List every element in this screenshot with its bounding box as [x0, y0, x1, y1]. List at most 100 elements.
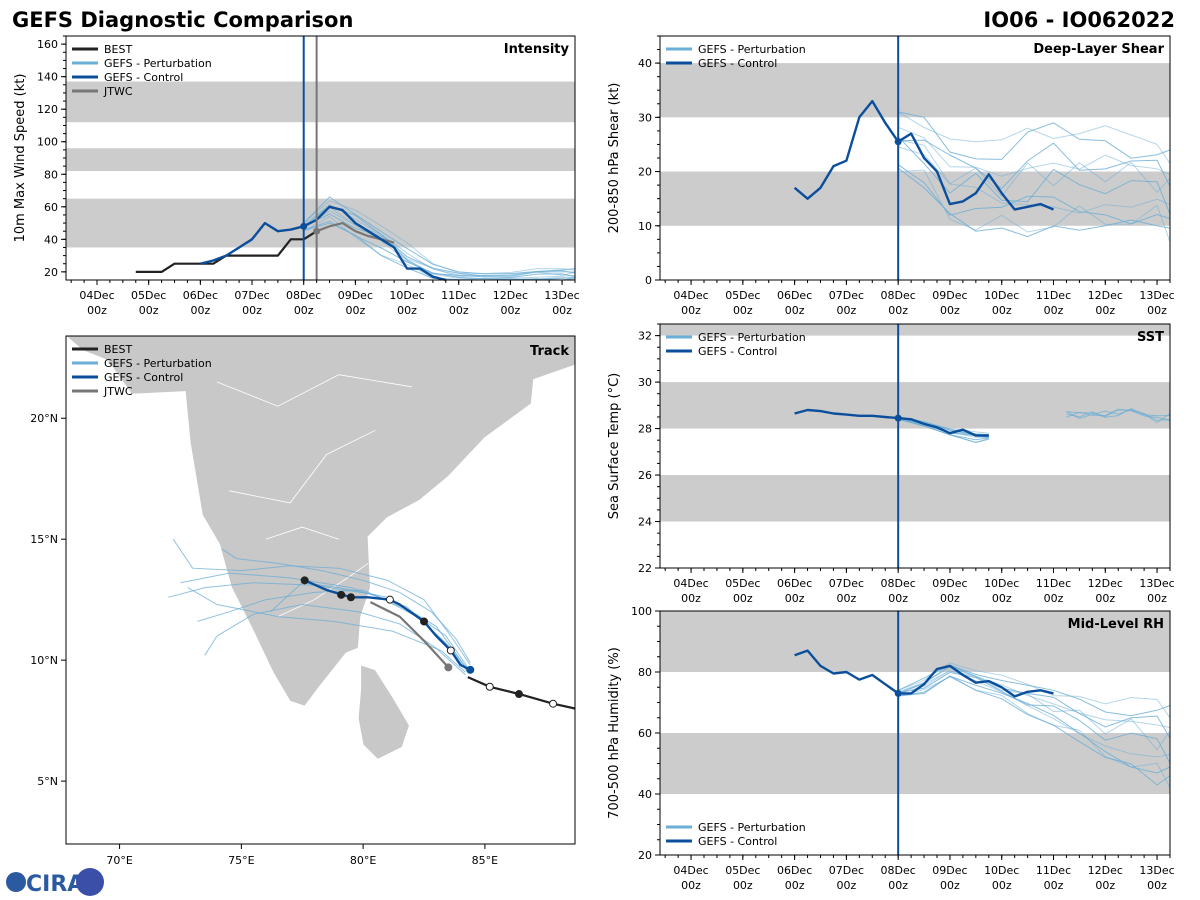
y-axis-label: 700-500 hPa Humidity (%): [607, 647, 622, 819]
perturbation-member-line: [898, 667, 1171, 729]
y-axis-label: 10m Max Wind Speed (kt): [13, 74, 28, 243]
x-tick-sublabel: 00z: [733, 304, 753, 317]
x-tick-sublabel: 00z: [837, 592, 857, 605]
panel-title: Track: [530, 344, 569, 359]
x-tick-sublabel: 00z: [681, 304, 701, 317]
legend-label: BEST: [104, 43, 132, 56]
perturbation-member-line: [898, 665, 1171, 739]
x-tick-sublabel: 00z: [1147, 592, 1167, 605]
legend-label: GEFS - Control: [104, 371, 183, 384]
perturbation-member-line: [897, 111, 1171, 164]
lon-tick-label: 75°E: [228, 854, 254, 867]
track-position-marker: [514, 690, 523, 699]
shaded-band: [660, 63, 1170, 118]
y-tick-label: 0: [645, 274, 652, 287]
x-tick-label: 11Dec: [441, 289, 476, 302]
x-tick-label: 06Dec: [777, 864, 812, 877]
plot-frame: [659, 323, 1171, 569]
perturbation-member-line: [1066, 408, 1171, 418]
x-tick-sublabel: 00z: [681, 592, 701, 605]
x-tick-label: 05Dec: [131, 289, 166, 302]
x-tick-label: 04Dec: [79, 289, 114, 302]
x-tick-label: 08Dec: [881, 577, 916, 590]
state-border: [229, 429, 376, 504]
track-panel: 70°E 75°E 80°E 85°E 5°N 10°N 15°N 20°N Track BEST…: [30, 335, 576, 867]
y-tick-label: 160: [37, 38, 58, 51]
y-tick-label: 40: [638, 788, 652, 801]
y-tick-label: 28: [638, 423, 652, 436]
control-line: [794, 649, 1054, 698]
x-tick-label: 10Dec: [389, 289, 424, 302]
perturbation-member-line: [303, 200, 576, 275]
x-tick-sublabel: 00z: [1095, 304, 1115, 317]
x-tick-sublabel: 00z: [940, 592, 960, 605]
shaded-band: [660, 475, 1170, 522]
x-tick-label: 09Dec: [932, 289, 967, 302]
x-tick-label: 04Dec: [673, 864, 708, 877]
x-tick-sublabel: 00z: [87, 304, 107, 317]
cira-logo-text: CIRA: [26, 872, 84, 897]
x-tick-sublabel: 00z: [345, 304, 365, 317]
x-tick-sublabel: 00z: [940, 304, 960, 317]
x-tick-label: 05Dec: [725, 577, 760, 590]
perturbation-track-line: [270, 582, 469, 671]
x-tick-label: 10Dec: [984, 864, 1019, 877]
init-marker: [313, 227, 321, 235]
x-tick-sublabel: 00z: [449, 304, 469, 317]
lon-tick-label: 85°E: [472, 854, 498, 867]
panel-title: SST: [1137, 330, 1164, 345]
x-tick-sublabel: 00z: [681, 879, 701, 892]
y-tick-label: 60: [638, 727, 652, 740]
y-tick-label: 24: [638, 516, 652, 529]
x-tick-sublabel: 00z: [397, 304, 417, 317]
legend-label: BEST: [104, 343, 132, 356]
perturbation-member-line: [898, 139, 1171, 190]
track-position-marker: [549, 699, 558, 708]
x-tick-label: 12Dec: [1088, 289, 1123, 302]
y-tick-label: 30: [638, 111, 652, 124]
perturbation-member-line: [898, 670, 1171, 751]
sst-panel: 22 24 26 28 30 32 04Dec 00z 05Dec 00z 06Dec 00z 07De…: [607, 323, 1175, 605]
x-tick-sublabel: 00z: [940, 879, 960, 892]
legend-label: JTWC: [103, 85, 133, 98]
track-position-marker: [485, 682, 494, 691]
y-tick-label: 100: [631, 605, 652, 618]
shaded-band: [66, 81, 575, 123]
x-tick-label: 09Dec: [932, 864, 967, 877]
track-position-marker: [420, 617, 429, 626]
x-tick-sublabel: 00z: [837, 879, 857, 892]
x-tick-label: 11Dec: [1036, 289, 1071, 302]
x-tick-sublabel: 00z: [1044, 592, 1064, 605]
y-tick-label: 80: [44, 168, 58, 181]
perturbation-member-line: [897, 136, 1171, 215]
x-tick-label: 13Dec: [1139, 289, 1174, 302]
y-tick-label: 26: [638, 469, 652, 482]
shaded-band: [66, 148, 575, 172]
perturbation-member-line: [897, 164, 1171, 225]
init-marker: [894, 138, 902, 146]
x-tick-sublabel: 00z: [294, 304, 314, 317]
track-position-marker: [346, 593, 355, 602]
panel-title: Intensity: [504, 42, 570, 57]
shaded-band: [660, 611, 1170, 672]
x-tick-label: 11Dec: [1036, 577, 1071, 590]
legend-label: GEFS - Perturbation: [104, 357, 212, 370]
x-tick-sublabel: 00z: [888, 879, 908, 892]
perturbation-track-line: [221, 548, 471, 663]
x-tick-sublabel: 00z: [242, 304, 262, 317]
lon-tick-label: 80°E: [350, 854, 376, 867]
y-tick-label: 20: [44, 266, 58, 279]
x-tick-label: 04Dec: [673, 289, 708, 302]
y-tick-label: 60: [44, 201, 58, 214]
legend-label: GEFS - Control: [104, 71, 183, 84]
perturbation-member-line: [898, 146, 1171, 214]
x-tick-sublabel: 00z: [139, 304, 159, 317]
x-tick-label: 08Dec: [286, 289, 321, 302]
y-tick-label: 40: [44, 233, 58, 246]
legend-label: GEFS - Control: [698, 57, 777, 70]
map-content: [66, 336, 575, 760]
lon-tick-label: 70°E: [106, 854, 132, 867]
lat-tick-label: 10°N: [30, 654, 58, 667]
track-position-marker: [385, 595, 394, 604]
